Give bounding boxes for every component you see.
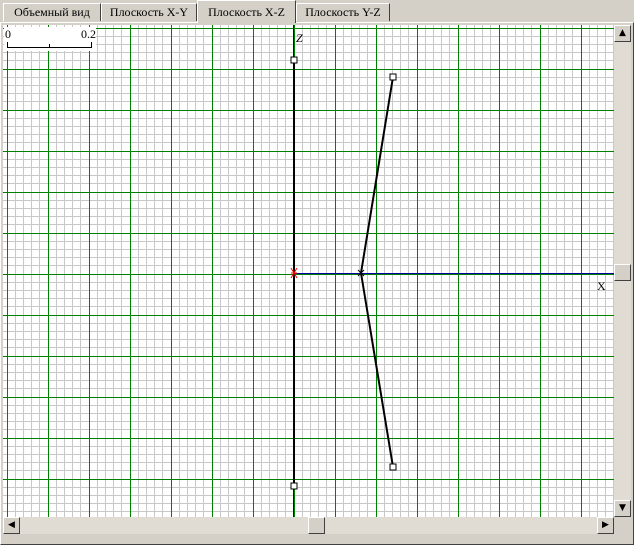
feed-point-marker[interactable] (290, 267, 298, 279)
vertical-scrollbar[interactable]: ▲ ▼ (614, 25, 631, 517)
arrow-down-icon[interactable]: ▼ (614, 500, 631, 517)
drawing-area[interactable]: Z X 0 0.2 (3, 25, 614, 517)
arrow-up-icon[interactable]: ▲ (614, 25, 631, 42)
z-axis-label: Z (296, 31, 303, 45)
arrow-right-icon[interactable]: ▶ (597, 517, 614, 534)
tab-bar: Объемный вид Плоскость X-Y Плоскость X-Z… (0, 0, 634, 24)
plane-xz-canvas[interactable]: Z X 0 0.2 (3, 25, 614, 517)
node-top-vertical[interactable] (290, 56, 298, 64)
tab-plane-yz[interactable]: Плоскость Y-Z (296, 3, 390, 21)
major-grid (3, 25, 614, 517)
arrow-left-icon[interactable]: ◀ (3, 517, 20, 534)
scale-bar-end-label: 0.2 (81, 27, 96, 41)
tab-plane-xy[interactable]: Плоскость X-Y (101, 3, 197, 21)
scale-bar (7, 42, 92, 48)
node-bottom-vertical[interactable] (290, 482, 298, 490)
x-axis-label: X (597, 279, 606, 293)
node-bottom-angled[interactable] (389, 463, 397, 471)
scrollbar-corner (614, 517, 631, 534)
horizontal-scroll-thumb[interactable] (308, 517, 325, 534)
horizontal-scrollbar[interactable]: ◀ ▶ (3, 517, 614, 534)
tab-plane-xz[interactable]: Плоскость X-Z (197, 0, 296, 23)
tab-3d-view[interactable]: Объемный вид (3, 3, 101, 21)
node-top-angled[interactable] (389, 73, 397, 81)
scale-bar-start-label: 0 (5, 27, 11, 41)
vertex-marker (357, 269, 365, 277)
minor-grid (3, 25, 614, 517)
vertical-scroll-thumb[interactable] (614, 264, 631, 281)
